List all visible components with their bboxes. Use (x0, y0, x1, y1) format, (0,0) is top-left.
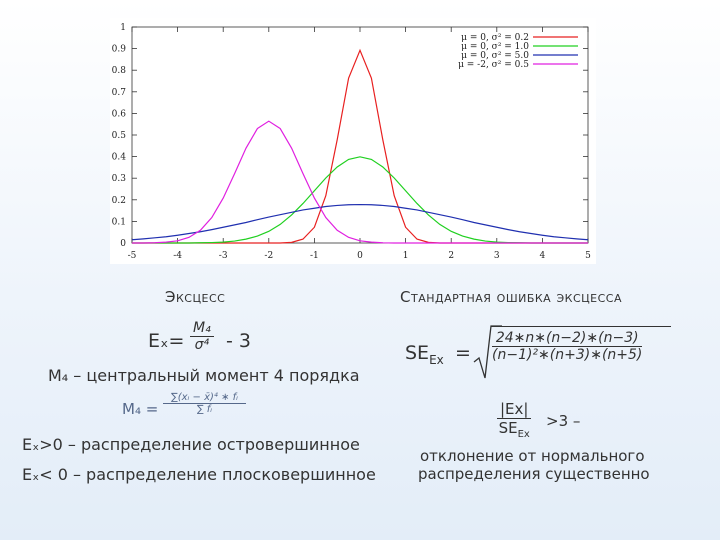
y-tick-label: 0.8 (112, 66, 127, 76)
chart-background (110, 18, 596, 264)
x-tick-label: -1 (310, 251, 319, 261)
x-tick-label: -2 (264, 251, 273, 261)
se-label: SE (405, 342, 430, 364)
conclusion-line: распределения существенно (418, 465, 650, 483)
negative-note: Eₓ< 0 – распределение плосковершинное (22, 465, 376, 484)
x-tick-label: 5 (585, 251, 591, 261)
left-heading: Эксцесс (165, 288, 226, 306)
ratio-sub: Ex (517, 429, 530, 440)
denominator: SEEx (497, 419, 531, 440)
y-tick-label: 0.6 (112, 109, 127, 119)
m4-description: M₄ – центральный момент 4 порядка (48, 366, 360, 385)
x-tick-label: 1 (403, 251, 409, 261)
denominator: (n−1)²∗(n+3)∗(n+5) (492, 347, 643, 363)
sqrt-sign (473, 325, 502, 379)
denominator: ∑ fᵢ (196, 404, 213, 415)
se-lhs: SEEx (405, 342, 444, 367)
legend-label: μ = 0, σ² = 0.2 (461, 33, 529, 43)
ratio-tail: >3 – (546, 412, 581, 430)
y-tick-label: 0.5 (112, 131, 127, 141)
y-tick-label: 0.1 (112, 217, 126, 227)
y-tick-label: 0.2 (112, 196, 126, 206)
positive-note: Eₓ>0 – распределение островершинное (22, 435, 360, 454)
y-tick-label: 0.9 (112, 45, 127, 55)
formula-tail: - 3 (226, 330, 251, 352)
legend-label: μ = 0, σ² = 1.0 (461, 42, 529, 52)
sqrt-bar (491, 326, 671, 327)
x-tick-label: -4 (173, 251, 182, 261)
ratio-den: SE (498, 419, 518, 437)
ratio-fraction: |Ex| SEEx (497, 400, 532, 440)
x-tick-label: 3 (494, 251, 500, 261)
conclusion-line: отклонение от нормального (420, 447, 645, 465)
x-tick-label: -3 (219, 251, 228, 261)
chart: 0 0.1 0.2 0.3 0.4 0.5 0.6 0.7 0.8 0.9 1 -5 -4 -3 -2 -1 0… (110, 18, 596, 264)
y-tick-label: 1 (120, 23, 126, 33)
se-sub: Ex (429, 352, 444, 367)
x-tick-label: -5 (128, 251, 137, 261)
formula-lhs: Eₓ= (148, 330, 185, 352)
se-fraction: 24∗n∗(n−2)∗(n−3) (n−1)²∗(n+3)∗(n+5) (492, 330, 643, 363)
x-tick-label: 0 (357, 251, 363, 261)
x-tick-label: 2 (448, 251, 454, 261)
line-series (132, 120, 588, 244)
y-tick-label: 0.7 (112, 88, 127, 98)
numerator: M₄ (190, 320, 214, 337)
se-equals: = (455, 342, 471, 364)
numerator: ∑(xᵢ − x̄)⁴ ∗ fᵢ (163, 392, 246, 404)
m4-fraction: ∑(xᵢ − x̄)⁴ ∗ fᵢ ∑ fᵢ (163, 392, 246, 415)
y-tick-label: 0 (120, 239, 126, 249)
legend-label: μ = 0, σ² = 5.0 (461, 51, 529, 61)
line-series (131, 203, 589, 241)
numerator: 24∗n∗(n−2)∗(n−3) (492, 330, 643, 347)
formula-fraction: M₄ σ⁴ (190, 320, 214, 353)
x-tick-label: 4 (540, 251, 546, 261)
m4-lhs: M₄ = (122, 400, 159, 418)
numerator: |Ex| (497, 400, 532, 419)
y-tick-label: 0.3 (112, 174, 127, 184)
y-tick-label: 0.4 (112, 153, 127, 163)
right-heading: Стандартная ошибка эксцесса (400, 288, 623, 306)
legend-label: μ = -2, σ² = 0.5 (458, 60, 529, 70)
denominator: σ⁴ (194, 337, 210, 353)
